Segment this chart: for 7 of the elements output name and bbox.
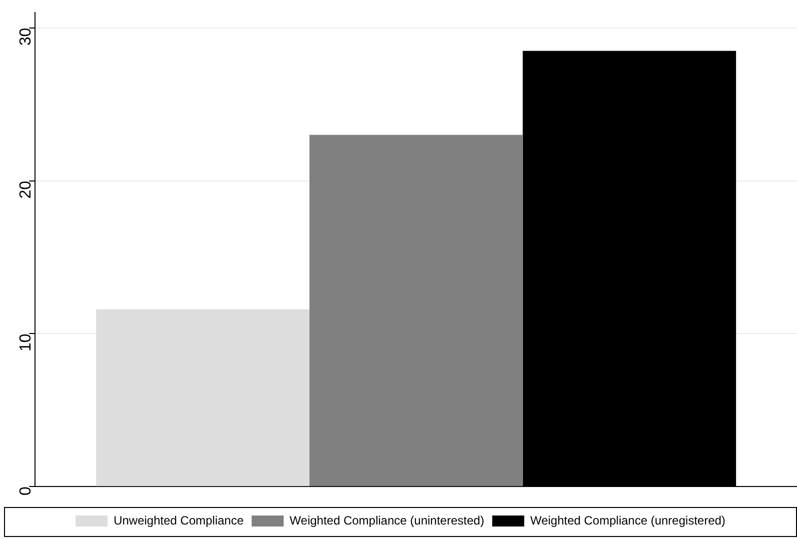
y-tick-label: 0: [18, 486, 35, 496]
legend-label: Weighted Compliance (uninterested): [290, 513, 484, 528]
y-tick-label: 30: [18, 28, 35, 46]
legend-label: Unweighted Compliance: [114, 513, 244, 528]
y-tick-label: 20: [18, 180, 35, 199]
y-tick-label: 10: [18, 334, 35, 352]
legend-label: Weighted Compliance (unregistered): [530, 513, 726, 528]
